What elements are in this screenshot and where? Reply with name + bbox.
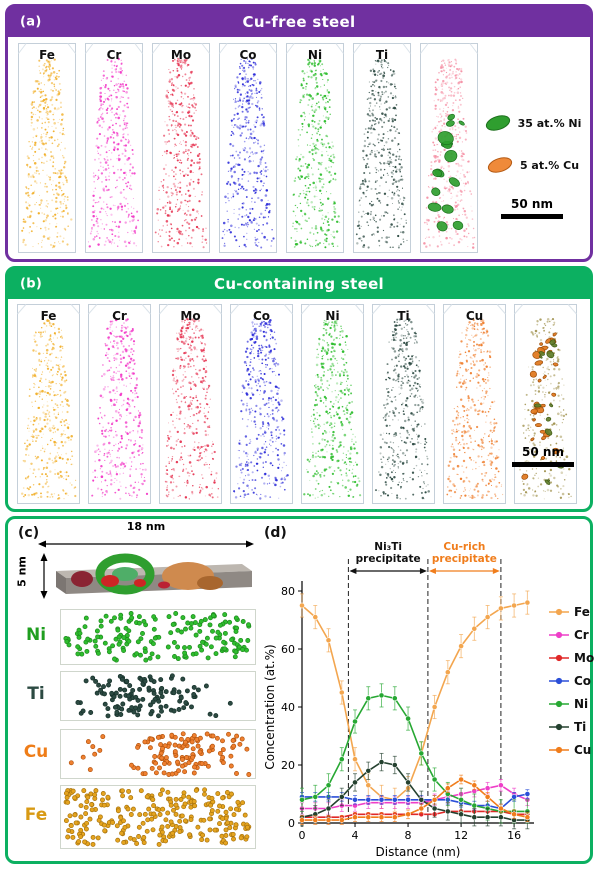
- scalebar-a: 50 nm: [501, 197, 563, 219]
- series-co: [299, 789, 531, 814]
- legend-item-fe: Fe: [548, 605, 594, 619]
- atom-map-ti: Ti: [353, 43, 411, 257]
- scalebar-b: 50 nm: [512, 445, 574, 467]
- scalebar-bar: [512, 462, 574, 467]
- svg-text:Co: Co: [253, 309, 270, 323]
- legend-label: Cu: [574, 743, 592, 757]
- svg-text:Mo: Mo: [171, 48, 191, 62]
- panel-b-label: (b): [20, 276, 43, 292]
- cu-series-marker-icon: [549, 746, 569, 754]
- atom-map-ni: Ni: [301, 304, 364, 508]
- precipitate-3d-render: [30, 543, 256, 609]
- cu-isosurface-icon: [487, 157, 513, 173]
- width-dimension-label: 18 nm: [126, 520, 166, 533]
- legend-label: Fe: [574, 605, 590, 619]
- atom-map-overlay: [420, 43, 478, 257]
- atom-map-row-b: Fe Cr Mo Co Ni Ti Cu: [17, 304, 577, 508]
- legend-item-co: Co: [548, 674, 594, 688]
- svg-text:Cr: Cr: [107, 48, 122, 62]
- atom-map-cr: Cr: [88, 304, 151, 508]
- atom-map-mo: Mo: [159, 304, 222, 508]
- scalebar-label: 50 nm: [522, 445, 564, 459]
- ion-map-fe: [60, 785, 256, 853]
- atom-map-ni: Ni: [286, 43, 344, 257]
- ion-map-cu: [60, 729, 256, 783]
- atom-map-fe: Fe: [17, 304, 80, 508]
- ni-series-marker-icon: [549, 700, 569, 708]
- isosurface-legend: 35 at.% Ni 5 at.% Cu 50 nm: [478, 113, 586, 219]
- ti-series-marker-icon: [549, 723, 569, 731]
- svg-text:Ti: Ti: [376, 48, 388, 62]
- legend-item-cu-isosurface: 5 at.% Cu: [485, 155, 579, 175]
- panel-a: (a) Cu-free steel Fe Cr Mo Co Ni Ti 35 at.% N…: [5, 4, 593, 262]
- strip-label-fe: Fe: [24, 805, 48, 825]
- atom-map-co: Co: [219, 43, 277, 257]
- panel-b: (b) Cu-containing steel Fe Cr Mo Co Ni Ti Cu 5…: [5, 266, 593, 512]
- svg-text:Fe: Fe: [41, 309, 57, 323]
- legend-label: Cr: [574, 628, 589, 642]
- svg-text:Mo: Mo: [180, 309, 200, 323]
- atom-map-co: Co: [230, 304, 293, 508]
- atom-map-row-a: Fe Cr Mo Co Ni Ti: [18, 43, 478, 257]
- panel-a-header: (a) Cu-free steel: [8, 7, 590, 37]
- panel-b-title: Cu-containing steel: [214, 275, 384, 293]
- legend-item-cu: Cu: [548, 743, 594, 757]
- panel-d-label: (d): [264, 525, 287, 541]
- atom-map-overlay: [514, 304, 577, 508]
- scalebar-bar: [501, 214, 563, 219]
- panel-cd: (c) (d) 18 nm 5 nm Ni Ti Cu Fe Ni₃Ti precipi…: [5, 516, 594, 867]
- panel-c-label: (c): [18, 525, 40, 541]
- ion-map-ni: [60, 609, 256, 669]
- legend-label: 5 at.% Cu: [519, 158, 580, 172]
- atom-map-fe: Fe: [18, 43, 76, 257]
- fe-series-marker-icon: [549, 608, 569, 616]
- co-series-marker-icon: [549, 677, 569, 685]
- legend-label: Co: [574, 674, 592, 688]
- legend-label: Mo: [574, 651, 595, 665]
- mo-series-marker-icon: [549, 654, 569, 662]
- panel-b-header: (b) Cu-containing steel: [8, 269, 590, 299]
- legend-item-mo: Mo: [548, 651, 594, 665]
- chart-legend: Fe Cr Mo Co Ni Ti Cu: [548, 605, 594, 757]
- atom-map-ti: Ti: [372, 304, 435, 508]
- legend-label: Ni: [574, 697, 589, 711]
- svg-text:Ni: Ni: [308, 48, 322, 62]
- atom-map-mo: Mo: [152, 43, 210, 257]
- ni-isosurface-icon: [485, 115, 510, 131]
- ion-map-strips: Ni Ti Cu Fe: [8, 519, 590, 861]
- strip-label-ni: Ni: [25, 625, 47, 645]
- svg-text:Co: Co: [239, 48, 256, 62]
- legend-item-ni-isosurface: 35 at.% Ni: [483, 113, 582, 133]
- svg-text:Cr: Cr: [112, 309, 127, 323]
- scalebar-label: 50 nm: [511, 197, 553, 211]
- legend-label: 35 at.% Ni: [517, 116, 582, 130]
- svg-text:Fe: Fe: [39, 48, 55, 62]
- strip-label-cu: Cu: [23, 742, 49, 762]
- legend-item-ni: Ni: [548, 697, 594, 711]
- panel-a-label: (a): [20, 14, 42, 30]
- atom-map-cr: Cr: [85, 43, 143, 257]
- concentration-profile-chart: Ni₃Ti precipitate Cu-rich precipitate 0 20 40 6…: [262, 535, 548, 867]
- atom-map-cu: Cu: [443, 304, 506, 508]
- series-ti: [299, 752, 531, 830]
- width-dimension-arrow: [38, 534, 254, 553]
- legend-item-cr: Cr: [548, 628, 594, 642]
- cr-series-marker-icon: [549, 631, 569, 639]
- ion-map-ti: [60, 671, 256, 725]
- panel-a-title: Cu-free steel: [242, 13, 356, 31]
- legend-label: Ti: [574, 720, 587, 734]
- strip-label-ti: Ti: [27, 684, 45, 704]
- legend-item-ti: Ti: [548, 720, 594, 734]
- series-cu: [299, 774, 531, 825]
- series-fe: [299, 590, 531, 812]
